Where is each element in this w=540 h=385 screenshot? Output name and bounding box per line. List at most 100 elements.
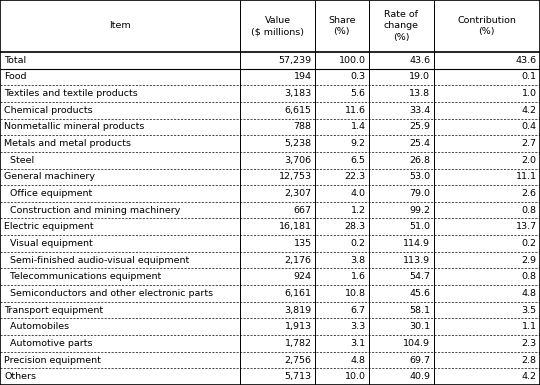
Text: Rate of
change
(%): Rate of change (%) — [384, 10, 418, 42]
Text: 19.0: 19.0 — [409, 72, 430, 82]
Text: Nonmetallic mineral products: Nonmetallic mineral products — [4, 122, 145, 131]
Text: 0.1: 0.1 — [522, 72, 537, 82]
Text: Others: Others — [4, 372, 36, 381]
Text: 3,819: 3,819 — [285, 306, 312, 315]
Text: 11.1: 11.1 — [516, 172, 537, 181]
Text: 33.4: 33.4 — [409, 106, 430, 115]
Text: 57,239: 57,239 — [279, 56, 312, 65]
Text: 6,615: 6,615 — [285, 106, 312, 115]
Text: Value
($ millions): Value ($ millions) — [251, 16, 304, 36]
Text: 0.8: 0.8 — [522, 206, 537, 215]
Text: 4.2: 4.2 — [522, 372, 537, 381]
Text: 3,706: 3,706 — [285, 156, 312, 165]
Text: 99.2: 99.2 — [409, 206, 430, 215]
Text: 2.9: 2.9 — [522, 256, 537, 264]
Text: 22.3: 22.3 — [345, 172, 366, 181]
Text: Semi-finished audio-visual equipment: Semi-finished audio-visual equipment — [4, 256, 190, 264]
Text: 104.9: 104.9 — [403, 339, 430, 348]
Text: 53.0: 53.0 — [409, 172, 430, 181]
Text: Transport equipment: Transport equipment — [4, 306, 104, 315]
Text: 194: 194 — [294, 72, 312, 82]
Text: 43.6: 43.6 — [409, 56, 430, 65]
Text: 1,782: 1,782 — [285, 339, 312, 348]
Text: 100.0: 100.0 — [339, 56, 366, 65]
Text: 40.9: 40.9 — [409, 372, 430, 381]
Text: 4.8: 4.8 — [350, 355, 366, 365]
Text: 11.6: 11.6 — [345, 106, 366, 115]
Text: 6.5: 6.5 — [350, 156, 366, 165]
Text: 0.2: 0.2 — [522, 239, 537, 248]
Text: Precision equipment: Precision equipment — [4, 355, 101, 365]
Text: 5.6: 5.6 — [350, 89, 366, 98]
Text: 0.4: 0.4 — [522, 122, 537, 131]
Text: Electric equipment: Electric equipment — [4, 222, 94, 231]
Text: 12,753: 12,753 — [279, 172, 312, 181]
Text: 2.8: 2.8 — [522, 355, 537, 365]
Text: 0.8: 0.8 — [522, 272, 537, 281]
Text: 1.2: 1.2 — [350, 206, 366, 215]
Text: Total: Total — [4, 56, 26, 65]
Text: 5,713: 5,713 — [285, 372, 312, 381]
Text: 3.3: 3.3 — [350, 322, 366, 331]
Text: 2.6: 2.6 — [522, 189, 537, 198]
Text: Telecommunications equipment: Telecommunications equipment — [4, 272, 161, 281]
Text: 2,307: 2,307 — [285, 189, 312, 198]
Text: 2,756: 2,756 — [285, 355, 312, 365]
Text: 28.3: 28.3 — [345, 222, 366, 231]
Text: 3.1: 3.1 — [350, 339, 366, 348]
Text: 2.0: 2.0 — [522, 156, 537, 165]
Text: 1.6: 1.6 — [350, 272, 366, 281]
Text: Office equipment: Office equipment — [4, 189, 92, 198]
Text: 30.1: 30.1 — [409, 322, 430, 331]
Text: Semiconductors and other electronic parts: Semiconductors and other electronic part… — [4, 289, 213, 298]
Text: 1.1: 1.1 — [522, 322, 537, 331]
Text: 0.3: 0.3 — [350, 72, 366, 82]
Text: 13.7: 13.7 — [516, 222, 537, 231]
Text: 5,238: 5,238 — [285, 139, 312, 148]
Text: 135: 135 — [293, 239, 312, 248]
Text: 1.4: 1.4 — [350, 122, 366, 131]
Text: Metals and metal products: Metals and metal products — [4, 139, 131, 148]
Text: 113.9: 113.9 — [403, 256, 430, 264]
Text: Item: Item — [109, 22, 131, 30]
Text: 6,161: 6,161 — [285, 289, 312, 298]
Text: 2.3: 2.3 — [522, 339, 537, 348]
Text: 58.1: 58.1 — [409, 306, 430, 315]
Text: 26.8: 26.8 — [409, 156, 430, 165]
Text: 1,913: 1,913 — [285, 322, 312, 331]
Text: 10.8: 10.8 — [345, 289, 366, 298]
Text: 13.8: 13.8 — [409, 89, 430, 98]
Text: 16,181: 16,181 — [279, 222, 312, 231]
Text: 4.2: 4.2 — [522, 106, 537, 115]
Text: 3.8: 3.8 — [350, 256, 366, 264]
Text: 6.7: 6.7 — [350, 306, 366, 315]
Text: Visual equipment: Visual equipment — [4, 239, 93, 248]
Text: 45.6: 45.6 — [409, 289, 430, 298]
Text: Contribution
(%): Contribution (%) — [457, 16, 516, 36]
Text: 10.0: 10.0 — [345, 372, 366, 381]
Text: 4.0: 4.0 — [350, 189, 366, 198]
Text: 2.7: 2.7 — [522, 139, 537, 148]
Text: 54.7: 54.7 — [409, 272, 430, 281]
Text: 114.9: 114.9 — [403, 239, 430, 248]
Text: 3,183: 3,183 — [285, 89, 312, 98]
Text: 4.8: 4.8 — [522, 289, 537, 298]
Text: Construction and mining machinery: Construction and mining machinery — [4, 206, 181, 215]
Text: 2,176: 2,176 — [285, 256, 312, 264]
Text: 1.0: 1.0 — [522, 89, 537, 98]
Text: Textiles and textile products: Textiles and textile products — [4, 89, 138, 98]
Text: General machinery: General machinery — [4, 172, 96, 181]
Text: 3.5: 3.5 — [522, 306, 537, 315]
Text: 25.9: 25.9 — [409, 122, 430, 131]
Text: Automotive parts: Automotive parts — [4, 339, 93, 348]
Text: Automobiles: Automobiles — [4, 322, 70, 331]
Text: 788: 788 — [294, 122, 312, 131]
Text: 69.7: 69.7 — [409, 355, 430, 365]
Text: Steel: Steel — [4, 156, 35, 165]
Text: 924: 924 — [294, 272, 312, 281]
Text: 25.4: 25.4 — [409, 139, 430, 148]
Text: 43.6: 43.6 — [516, 56, 537, 65]
Text: 51.0: 51.0 — [409, 222, 430, 231]
Text: Chemical products: Chemical products — [4, 106, 93, 115]
Text: 667: 667 — [294, 206, 312, 215]
